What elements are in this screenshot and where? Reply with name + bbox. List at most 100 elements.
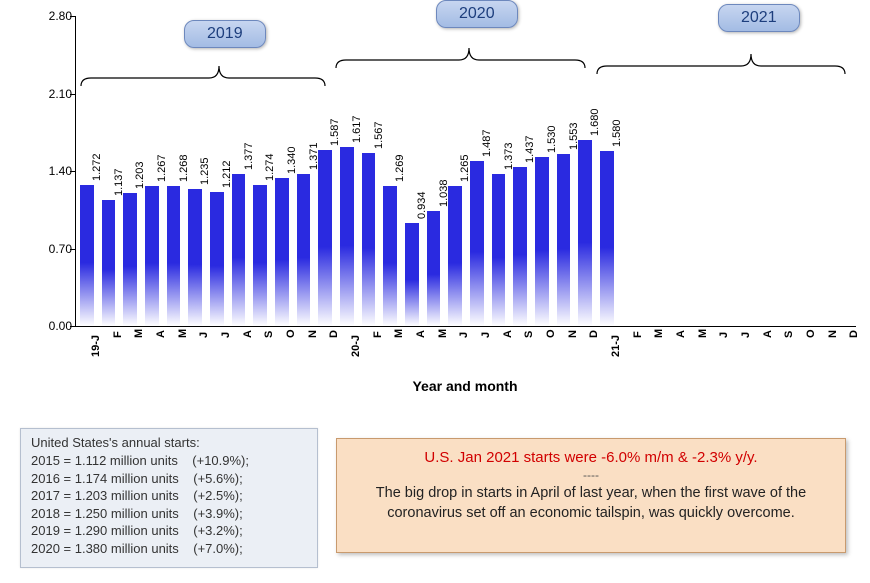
bar-value-label: 1.530	[546, 125, 558, 153]
bar-value-label: 1.580	[611, 120, 623, 148]
x-axis-label: Year and month	[75, 378, 855, 394]
bar	[383, 186, 396, 326]
chart-plot-area: 1.2721.1371.2031.2671.2681.2351.2121.377…	[75, 16, 856, 327]
bar	[188, 189, 201, 326]
bar	[318, 150, 331, 326]
bar	[362, 153, 375, 326]
x-tick-label: J	[480, 332, 492, 338]
bar	[578, 140, 591, 326]
bar	[427, 211, 440, 326]
bar-value-label: 1.567	[373, 121, 385, 149]
x-tick-label: J	[740, 332, 752, 338]
bar-value-label: 1.587	[329, 119, 341, 147]
annual-row: 2015 = 1.112 million units (+10.9%);	[31, 452, 307, 470]
x-tick-label: F	[372, 331, 384, 338]
commentary-separator: ----	[353, 468, 829, 482]
x-tick-label: N	[567, 330, 579, 338]
bar	[600, 151, 613, 326]
year-badge: 2019	[184, 20, 266, 48]
x-tick-label: A	[762, 330, 774, 338]
annual-row: 2018 = 1.250 million units (+3.9%);	[31, 505, 307, 523]
y-tick-label: 0.00	[42, 319, 72, 333]
bar	[275, 178, 288, 326]
annual-starts-rows: 2015 = 1.112 million units (+10.9%);2016…	[31, 452, 307, 557]
bar	[340, 147, 353, 326]
x-tick-label: M	[393, 329, 405, 338]
x-tick-label: N	[307, 330, 319, 338]
bar-value-label: 1.267	[156, 154, 168, 182]
x-tick-label: M	[653, 329, 665, 338]
x-tick-label: O	[805, 330, 817, 339]
x-tick-label: S	[263, 331, 275, 338]
bar-value-label: 1.617	[351, 115, 363, 143]
commentary-body: The big drop in starts in April of last …	[353, 484, 829, 523]
bar	[232, 174, 245, 326]
bar-value-label: 1.373	[503, 142, 515, 170]
bar-value-label: 1.340	[286, 146, 298, 174]
x-tick-label: A	[415, 330, 427, 338]
x-tick-label: J	[220, 332, 232, 338]
bar-value-label: 1.680	[589, 108, 601, 136]
bar	[557, 154, 570, 326]
annual-starts-title: United States's annual starts:	[31, 435, 307, 450]
bar	[123, 193, 136, 326]
bar-value-label: 1.203	[134, 161, 146, 189]
x-tick-label: F	[112, 331, 124, 338]
x-tick-label: 19-J	[90, 335, 102, 357]
bar	[145, 186, 158, 326]
bar	[253, 185, 266, 326]
x-tick-label: M	[133, 329, 145, 338]
bar	[492, 174, 505, 326]
bar	[535, 157, 548, 326]
x-tick-label: D	[328, 330, 340, 338]
year-badge: 2020	[436, 0, 518, 28]
root: Units (millions) 0.000.701.402.102.80 1.…	[0, 0, 870, 583]
x-tick-label: A	[502, 330, 514, 338]
y-tick-label: 2.80	[42, 9, 72, 23]
x-tick-label: A	[675, 330, 687, 338]
x-tick-label: 20-J	[350, 335, 362, 357]
x-tick-label: M	[177, 329, 189, 338]
x-tick-label: J	[718, 332, 730, 338]
commentary-headline: U.S. Jan 2021 starts were -6.0% m/m & -2…	[353, 449, 829, 466]
bar-value-label: 1.487	[481, 130, 493, 158]
y-tick-label: 2.10	[42, 87, 72, 101]
annual-row: 2017 = 1.203 million units (+2.5%);	[31, 487, 307, 505]
x-tick-label: S	[783, 331, 795, 338]
bar	[210, 192, 223, 326]
x-tick-label: O	[545, 330, 557, 339]
x-tick-label: D	[588, 330, 600, 338]
bar	[102, 200, 115, 326]
y-tick-label: 0.70	[42, 242, 72, 256]
bar-value-label: 1.272	[91, 154, 103, 182]
x-tick-label: J	[458, 332, 470, 338]
bar-value-label: 1.268	[178, 154, 190, 182]
bar	[80, 185, 93, 326]
bar	[405, 223, 418, 326]
bars-container: 1.2721.1371.2031.2671.2681.2351.2121.377…	[76, 16, 856, 326]
bar	[448, 186, 461, 326]
annual-row: 2020 = 1.380 million units (+7.0%);	[31, 540, 307, 558]
annual-row: 2019 = 1.290 million units (+3.2%);	[31, 522, 307, 540]
annual-row: 2016 = 1.174 million units (+5.6%);	[31, 470, 307, 488]
x-tick-label: O	[285, 330, 297, 339]
x-tick-label: A	[155, 330, 167, 338]
bar	[513, 167, 526, 326]
x-tick-label: M	[697, 329, 709, 338]
x-tick-label: 21-J	[610, 335, 622, 357]
x-tick-label: N	[827, 330, 839, 338]
y-tick-label: 1.40	[42, 164, 72, 178]
x-tick-label: F	[632, 331, 644, 338]
bar	[297, 174, 310, 326]
commentary-box: U.S. Jan 2021 starts were -6.0% m/m & -2…	[336, 438, 846, 553]
year-badge: 2021	[718, 4, 800, 32]
x-tick-label: M	[437, 329, 449, 338]
x-tick-label: D	[848, 330, 860, 338]
bar-value-label: 1.269	[394, 154, 406, 182]
x-tick-label: A	[242, 330, 254, 338]
x-tick-label: J	[198, 332, 210, 338]
annual-starts-box: United States's annual starts: 2015 = 1.…	[20, 428, 318, 568]
x-tick-label: S	[523, 331, 535, 338]
bar-value-label: 1.235	[199, 158, 211, 186]
bar	[470, 161, 483, 326]
